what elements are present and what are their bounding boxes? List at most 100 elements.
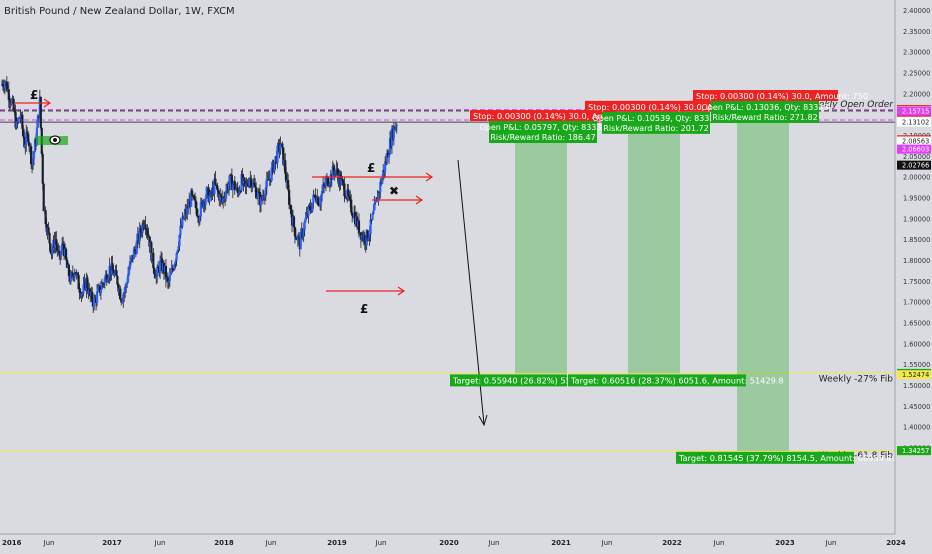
time-axis[interactable]: 2016 Jun 2017 Jun 2018 Jun 2019 Jun 2020 Jun 2021 J… [0, 533, 906, 547]
candle [213, 173, 216, 203]
candle-series [0, 76, 398, 314]
x-marker: ✖ [389, 184, 399, 198]
candle [214, 170, 217, 187]
candle [303, 219, 306, 237]
candle [111, 255, 114, 271]
candle [178, 234, 181, 252]
candle [334, 169, 337, 177]
red-arrow-top-left-head [43, 98, 52, 108]
candle [317, 195, 320, 207]
candle [287, 173, 290, 192]
stop-label-bg-0 [470, 110, 615, 122]
price-label-bg [897, 106, 931, 116]
candle [395, 123, 398, 134]
candle [347, 183, 350, 201]
x-tick-label: Jun [488, 539, 500, 547]
candle [144, 216, 147, 235]
red-arrow-top-head [425, 172, 434, 182]
x-tick-label: Jun [713, 539, 725, 547]
fib-27-label: Weekly -27% Fib [819, 374, 893, 384]
y-tick-label: 2.35000 [903, 28, 930, 36]
target-label-bg-2 [676, 451, 854, 464]
candle [12, 96, 15, 112]
price-axis[interactable]: 2.400002.350002.300002.250002.200002.150… [894, 0, 932, 550]
candle [164, 259, 168, 288]
candle [39, 96, 42, 131]
candle [157, 261, 160, 269]
target-zone-0[interactable] [515, 138, 567, 374]
candle [265, 171, 268, 195]
y-tick-label: 2.00000 [903, 174, 930, 182]
price-label: 2.15715 [902, 108, 929, 116]
target-zone-2[interactable] [737, 118, 789, 451]
candle [382, 164, 385, 181]
price-label-bg [897, 136, 931, 146]
x-tick-label: 2022 [662, 539, 682, 547]
candle [327, 177, 330, 188]
y-tick-label: 1.90000 [903, 215, 930, 223]
price-label: 2.06603 [902, 146, 929, 154]
price-label-bg [897, 160, 931, 170]
candle [105, 270, 108, 286]
candle [168, 268, 171, 288]
candle [231, 181, 234, 198]
candle [86, 274, 89, 291]
candle [129, 257, 133, 265]
chart-title: British Pound / New Zealand Dollar, 1W, … [4, 6, 235, 17]
candle [132, 246, 136, 260]
pound-marker-3: £ [360, 302, 368, 316]
rr-label-1: Risk/Reward Ratio: 201.72 [603, 124, 708, 133]
candle [312, 189, 315, 209]
stop-label-1: Stop: 0.00300 (0.14%) 30.0, Amount: 7 [588, 102, 750, 112]
candle [363, 232, 366, 250]
candle [25, 124, 28, 152]
x-tick-label: 2020 [439, 539, 459, 547]
candle [44, 206, 47, 228]
candle [256, 187, 260, 205]
candle [15, 117, 18, 130]
stop-label-bg-2 [693, 90, 838, 102]
candle [191, 188, 194, 201]
candle [170, 260, 173, 274]
candle [115, 264, 118, 277]
candle [7, 81, 10, 108]
y-tick-label: 2.25000 [903, 70, 930, 78]
x-tick-label: Jun [43, 539, 55, 547]
candle [223, 191, 226, 203]
target-label-0: Target: 0.55940 (26.82%) 5594.0, [452, 375, 592, 385]
x-tick-label: Jun [375, 539, 387, 547]
candle [93, 293, 96, 311]
stop-label-bg-1 [585, 100, 730, 112]
rr-label-0: Risk/Reward Ratio: 186.47 [490, 133, 595, 142]
candle [379, 178, 382, 199]
candle [119, 285, 122, 301]
candle [32, 151, 36, 166]
pnl-label-bg-0 [489, 121, 597, 144]
candle [77, 271, 80, 290]
price-label: 1.52474 [902, 371, 929, 379]
candle [175, 252, 178, 267]
candle [122, 292, 125, 308]
x-tick-label: Jun [601, 539, 613, 547]
y-tick-label: 1.70000 [903, 299, 930, 307]
x-tick-label: 2024 [886, 539, 906, 547]
candle [236, 181, 239, 198]
open-pnl-label-0: Open P&L: 0.05797, Qty: 83333 [479, 123, 606, 132]
candle [58, 245, 61, 260]
candle [285, 166, 288, 189]
target-label-bg-1 [568, 374, 746, 387]
stop-label-0: Stop: 0.00300 (0.14%) 30.0, Amount: 7 [473, 111, 635, 121]
candle [253, 174, 256, 186]
candle [128, 255, 132, 271]
candle [340, 171, 343, 186]
candle [69, 269, 72, 285]
y-tick-label: 2.40000 [903, 7, 930, 15]
target-zone-1[interactable] [628, 128, 680, 374]
candle [181, 212, 184, 229]
y-tick-label: 1.60000 [903, 340, 930, 348]
candle [343, 176, 346, 203]
candle [195, 202, 199, 218]
y-tick-label: 1.55000 [903, 361, 930, 369]
